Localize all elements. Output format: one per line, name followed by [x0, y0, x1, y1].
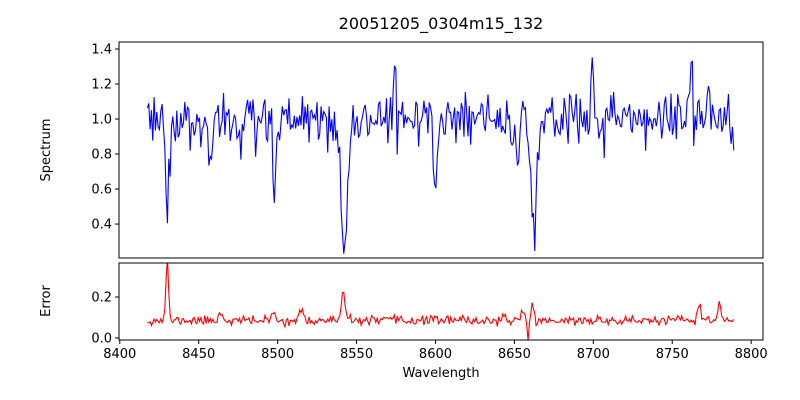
error-axes-frame — [118, 262, 764, 341]
error-line — [147, 263, 735, 340]
x-tick-label: 8800 — [735, 347, 768, 362]
x-tick-label: 8600 — [419, 347, 452, 362]
error-y-tick-label: 0.2 — [91, 290, 112, 305]
spectrum-y-tick-label: 0.6 — [91, 182, 112, 197]
x-tick-label: 8700 — [577, 347, 610, 362]
x-tick-label: 8750 — [656, 347, 689, 362]
x-tick-label: 8450 — [182, 347, 215, 362]
spectrum-y-tick-label: 1.2 — [91, 77, 112, 92]
x-tick-label: 8400 — [103, 347, 136, 362]
x-tick-label: 8500 — [261, 347, 294, 362]
x-axis-label: Wavelength — [402, 366, 479, 381]
spectrum-line — [146, 57, 735, 254]
x-tick-label: 8550 — [340, 347, 373, 362]
error-y-tick-label: 0.0 — [91, 331, 112, 346]
chart-title: 20051205_0304m15_132 — [339, 14, 544, 34]
spectrum-y-tick-label: 1.0 — [91, 112, 112, 127]
spectrum-y-tick-label: 1.4 — [91, 42, 112, 57]
spectrum-y-tick-label: 0.4 — [91, 217, 112, 232]
spectrum-y-axis-label: Spectrum — [39, 119, 54, 182]
spectrum-axes-frame — [118, 41, 764, 259]
x-tick-label: 8650 — [498, 347, 531, 362]
error-y-axis-label: Error — [39, 285, 54, 317]
spectrum-y-tick-label: 0.8 — [91, 147, 112, 162]
